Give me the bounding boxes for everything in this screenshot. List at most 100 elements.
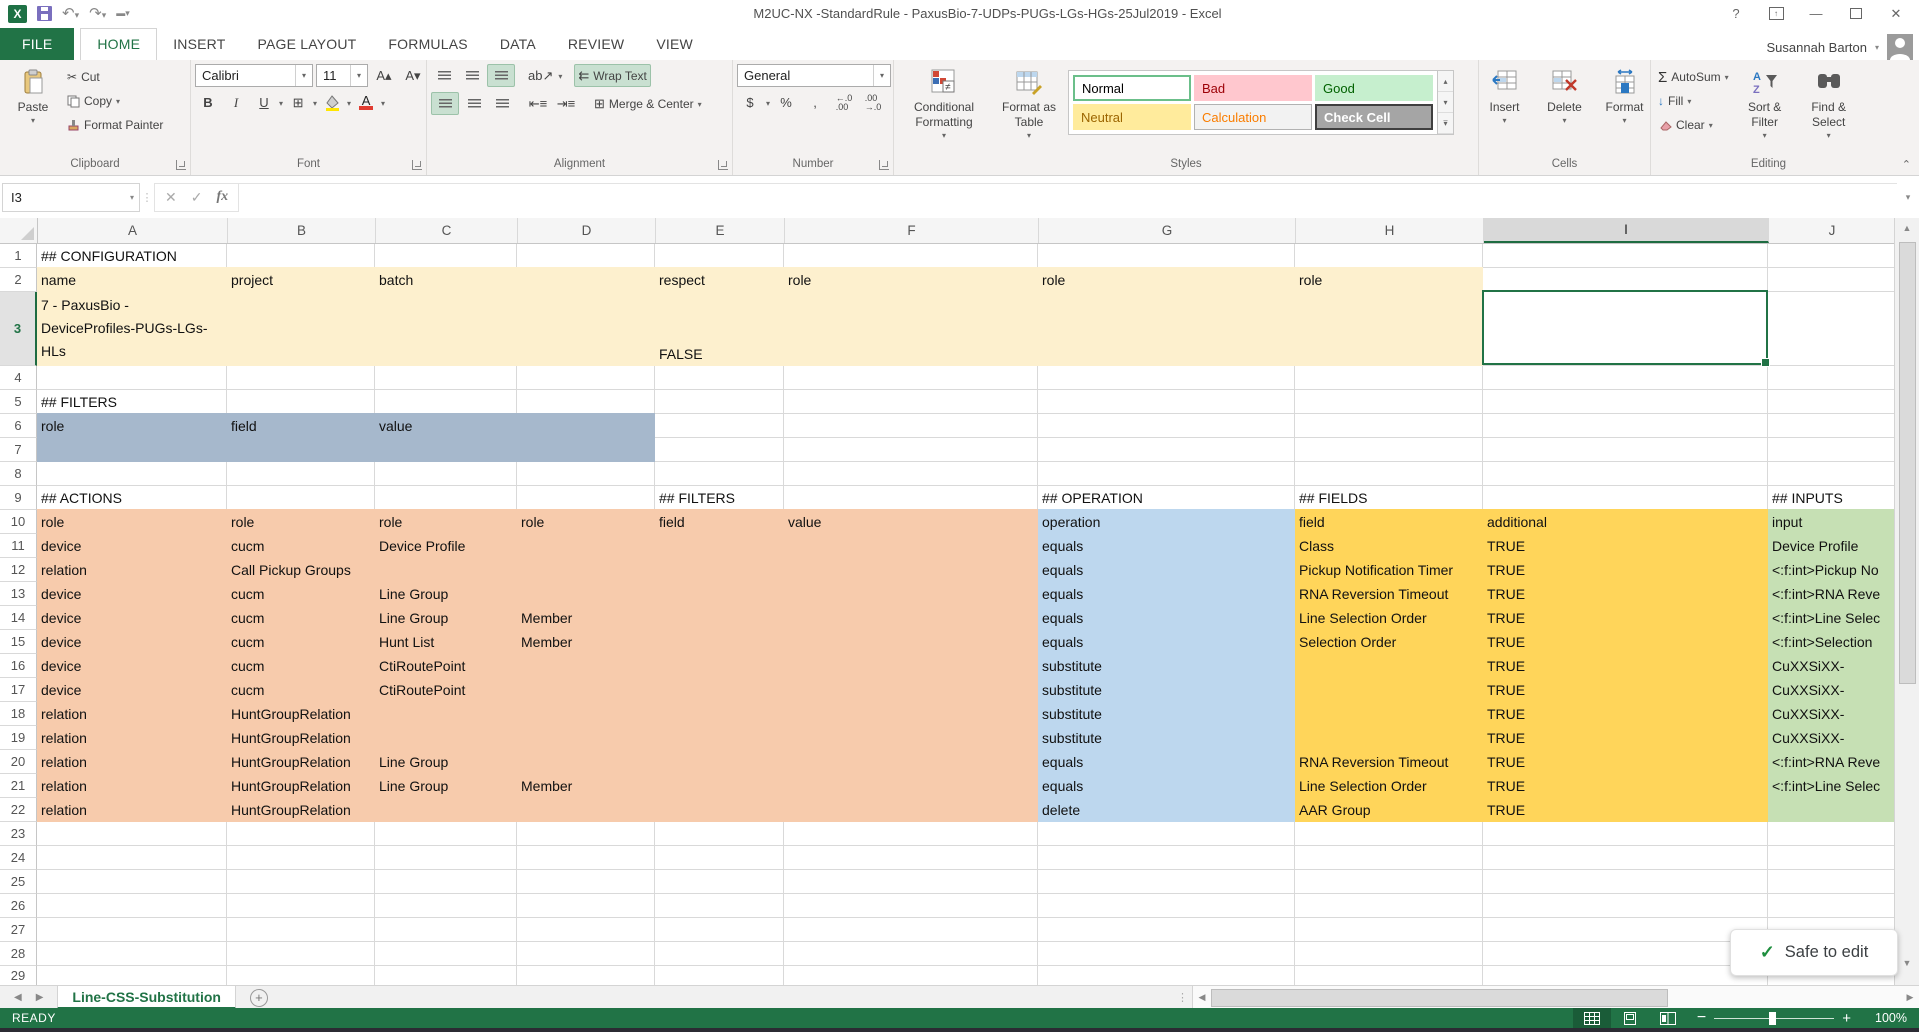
cell-C6[interactable]: value [375,414,517,438]
cell-D3[interactable] [517,292,655,366]
cell-C20[interactable]: Line Group [375,750,517,774]
cell-D19[interactable] [517,726,655,750]
cell-G19[interactable]: substitute [1038,726,1295,750]
cell-C25[interactable] [375,870,517,894]
cell-B3[interactable] [227,292,375,366]
cell-E20[interactable] [655,750,784,774]
cell-H19[interactable] [1295,726,1483,750]
cell-A10[interactable]: role [37,510,227,534]
tab-splitter[interactable]: ⋮ [1173,991,1192,1004]
cell-D28[interactable] [517,942,655,966]
cell-D20[interactable] [517,750,655,774]
cell-I7[interactable] [1483,438,1768,462]
cell-H22[interactable]: AAR Group [1295,798,1483,822]
cell-G1[interactable] [1038,244,1295,268]
cell-G8[interactable] [1038,462,1295,486]
increase-indent-icon[interactable]: ⇥≡ [553,93,579,114]
cell-H4[interactable] [1295,366,1483,390]
cell-F18[interactable] [784,702,1038,726]
cell-D12[interactable] [517,558,655,582]
cell-J16[interactable]: CuXXSiXX- [1768,654,1895,678]
row-header-16[interactable]: 16 [0,654,37,678]
format-cells-button[interactable]: Format▾ [1596,64,1654,129]
cell-H5[interactable] [1295,390,1483,414]
cell-H26[interactable] [1295,894,1483,918]
cell-G24[interactable] [1038,846,1295,870]
row-header-14[interactable]: 14 [0,606,37,630]
customize-qat-icon[interactable]: ▬▾ [116,8,130,19]
cell-E18[interactable] [655,702,784,726]
style-check-cell[interactable]: Check Cell [1315,104,1433,130]
cell-B1[interactable] [227,244,375,268]
cell-F3[interactable] [784,292,1038,366]
cell-A22[interactable]: relation [37,798,227,822]
number-format-select[interactable]: General▾ [737,64,891,87]
cell-H7[interactable] [1295,438,1483,462]
style-normal[interactable]: Normal [1073,75,1191,101]
cell-H13[interactable]: RNA Reversion Timeout [1295,582,1483,606]
selected-cell[interactable] [1482,290,1768,365]
cell-A23[interactable] [37,822,227,846]
cell-I23[interactable] [1483,822,1768,846]
cell-A29[interactable] [37,966,227,985]
user-menu-caret-icon[interactable]: ▾ [1875,43,1879,52]
alignment-dialog-launcher-icon[interactable] [718,160,728,170]
cell-F15[interactable] [784,630,1038,654]
cell-C15[interactable]: Hunt List [375,630,517,654]
cell-G7[interactable] [1038,438,1295,462]
cell-C22[interactable] [375,798,517,822]
clear-button[interactable]: Clear▾ [1655,114,1732,136]
gallery-up-icon[interactable]: ▴ [1438,71,1453,92]
cell-H15[interactable]: Selection Order [1295,630,1483,654]
cell-I2[interactable] [1483,268,1768,292]
cell-I25[interactable] [1483,870,1768,894]
cell-G6[interactable] [1038,414,1295,438]
cell-D4[interactable] [517,366,655,390]
sheet-tab-active[interactable]: Line-CSS-Substitution [57,986,236,1009]
expand-formula-bar-icon[interactable]: ▾ [1897,192,1919,203]
cell-I14[interactable]: TRUE [1483,606,1768,630]
cell-B25[interactable] [227,870,375,894]
cell-I20[interactable]: TRUE [1483,750,1768,774]
cell-F1[interactable] [784,244,1038,268]
style-calculation[interactable]: Calculation [1194,104,1312,130]
cell-D5[interactable] [517,390,655,414]
select-all-corner[interactable] [0,218,38,243]
font-name-select[interactable]: Calibri▾ [195,64,313,87]
cell-I4[interactable] [1483,366,1768,390]
align-middle-icon[interactable] [459,65,485,86]
merge-center-button[interactable]: ⊞Merge & Center▾ [591,93,705,114]
insert-function-icon[interactable]: fx [216,189,228,205]
cell-G22[interactable]: delete [1038,798,1295,822]
cell-D17[interactable] [517,678,655,702]
scroll-right-icon[interactable]: ▶ [1901,992,1919,1003]
cell-H8[interactable] [1295,462,1483,486]
cell-G23[interactable] [1038,822,1295,846]
cell-D10[interactable]: role [517,510,655,534]
cell-F29[interactable] [784,966,1038,985]
cell-I26[interactable] [1483,894,1768,918]
cell-I21[interactable]: TRUE [1483,774,1768,798]
tab-insert[interactable]: INSERT [157,29,241,60]
ribbon-display-options-button[interactable]: ↑ [1767,5,1785,23]
row-header-1[interactable]: 1 [0,244,37,268]
cell-G25[interactable] [1038,870,1295,894]
cell-G14[interactable]: equals [1038,606,1295,630]
row-header-2[interactable]: 2 [0,268,37,292]
row-header-20[interactable]: 20 [0,750,37,774]
column-header-J[interactable]: J [1769,218,1895,243]
avatar[interactable] [1887,34,1913,60]
cut-button[interactable]: ✂Cut [64,66,166,88]
cell-J19[interactable]: CuXXSiXX- [1768,726,1895,750]
cell-F21[interactable] [784,774,1038,798]
zoom-in-icon[interactable]: + [1842,1010,1851,1027]
row-header-21[interactable]: 21 [0,774,37,798]
cell-F22[interactable] [784,798,1038,822]
cell-D6[interactable] [517,414,655,438]
cell-E10[interactable]: field [655,510,784,534]
row-header-11[interactable]: 11 [0,534,37,558]
zoom-out-icon[interactable]: − [1697,1009,1706,1027]
bold-button[interactable]: B [195,92,221,113]
cell-I29[interactable] [1483,966,1768,985]
number-dialog-launcher-icon[interactable] [879,160,889,170]
